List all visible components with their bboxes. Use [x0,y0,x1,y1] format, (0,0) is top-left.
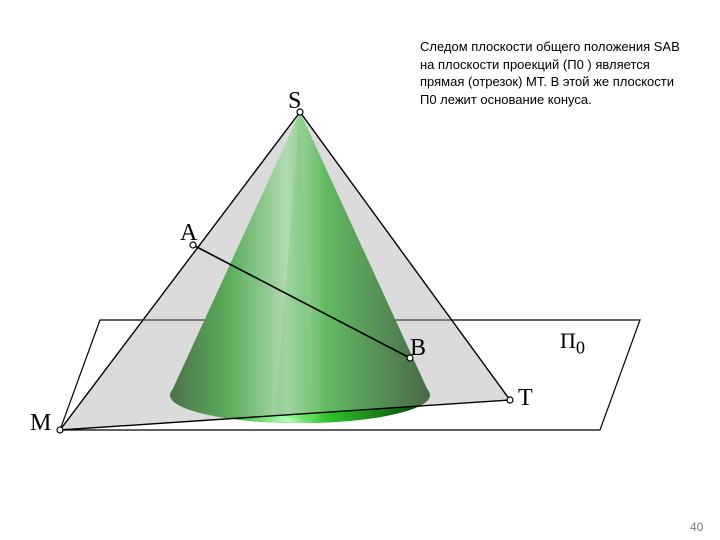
point-t [507,397,513,403]
label-s: S [288,88,301,115]
label-m: M [30,410,51,437]
label-a: A [180,220,197,247]
point-m [57,427,63,433]
page-number: 40 [690,520,703,534]
cutting-plane-sab [60,112,510,430]
label-pi0: П0 [560,328,585,358]
label-t: T [518,385,533,412]
label-b: B [410,335,426,362]
label-pi0-sub: 0 [576,337,585,357]
description-text: Следом плоскости общего положения SAB на… [420,38,690,108]
label-pi0-base: П [560,328,576,353]
